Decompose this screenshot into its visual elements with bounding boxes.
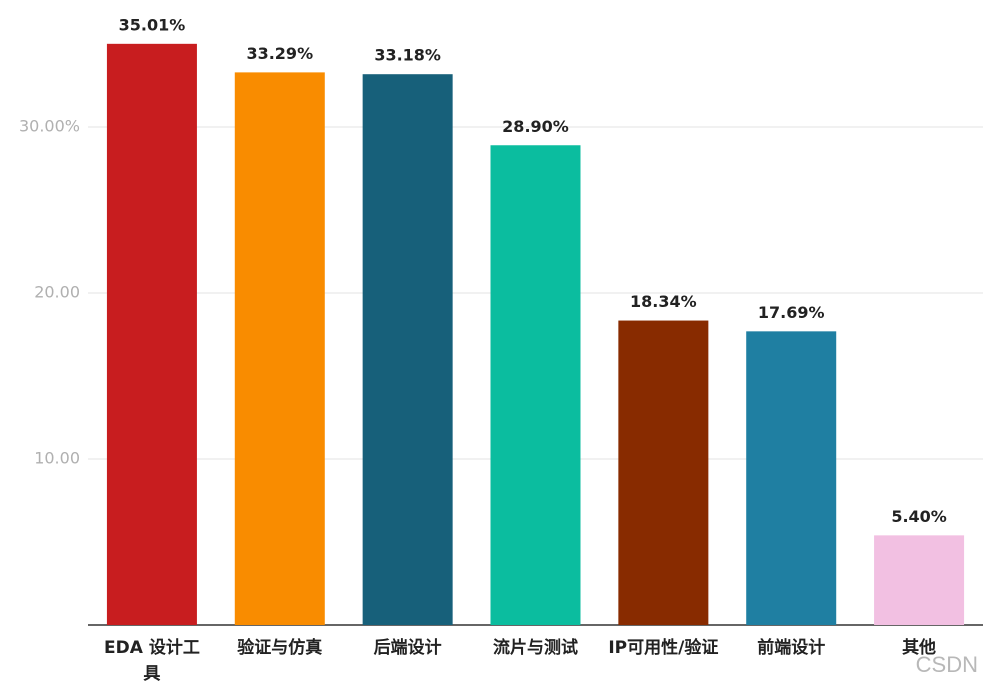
bar bbox=[618, 320, 709, 625]
y-tick-label: 10.00 bbox=[34, 448, 80, 467]
x-tick-label: 流片与测试 bbox=[493, 638, 578, 658]
value-label: 35.01% bbox=[119, 15, 186, 34]
x-tick-label: 验证与仿真 bbox=[237, 638, 323, 658]
y-tick-label: 30.00% bbox=[19, 116, 80, 135]
y-tick-label: 20.00 bbox=[34, 282, 80, 301]
value-label: 28.90% bbox=[502, 117, 569, 136]
bar bbox=[234, 72, 325, 626]
x-tick-label: EDA 设计工具 bbox=[104, 638, 200, 684]
value-label: 5.40% bbox=[891, 507, 947, 526]
value-label: 18.34% bbox=[630, 292, 697, 311]
value-label: 17.69% bbox=[758, 303, 825, 322]
x-tick-label: 后端设计 bbox=[373, 638, 442, 658]
value-label: 33.18% bbox=[374, 46, 441, 65]
x-tick-label: 其他 bbox=[902, 638, 937, 658]
bar bbox=[106, 43, 197, 625]
bar bbox=[362, 74, 453, 625]
x-tick-label: 前端设计 bbox=[757, 638, 826, 658]
bar bbox=[490, 145, 581, 625]
x-tick-label: IP可用性/验证 bbox=[608, 638, 719, 658]
bar bbox=[746, 331, 837, 625]
bar bbox=[874, 535, 965, 625]
value-label: 33.29% bbox=[246, 44, 313, 63]
watermark: CSDN bbox=[915, 652, 978, 677]
